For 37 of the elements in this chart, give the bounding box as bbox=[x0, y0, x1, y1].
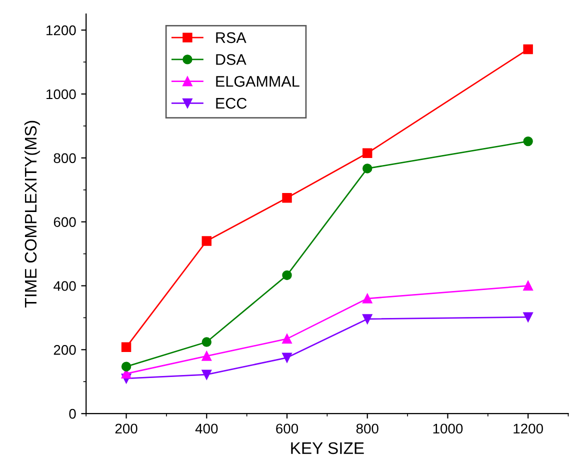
point bbox=[282, 270, 292, 280]
point bbox=[282, 193, 292, 203]
y-tick-label: 800 bbox=[54, 153, 76, 164]
point bbox=[121, 342, 132, 352]
legend-label: ELGAMMAL bbox=[216, 76, 300, 87]
point bbox=[282, 334, 292, 344]
x-tick-label: 1200 bbox=[514, 424, 543, 434]
point bbox=[523, 280, 533, 291]
x-tick-label: 1000 bbox=[433, 424, 463, 434]
point bbox=[202, 351, 212, 361]
x-tick-label: 600 bbox=[276, 424, 298, 434]
y-tick-label: 1000 bbox=[46, 89, 76, 100]
x-tick-label: 400 bbox=[195, 424, 218, 434]
y-tick-label: 600 bbox=[54, 217, 76, 228]
point bbox=[121, 362, 132, 372]
x-axis-title: KEY SIZE bbox=[291, 442, 364, 454]
y-tick-label: 400 bbox=[54, 281, 76, 291]
y-tick-label: 200 bbox=[54, 345, 76, 355]
point bbox=[282, 352, 292, 363]
point bbox=[202, 236, 212, 246]
y-axis-title: TIME COMPLEXITY(MS) bbox=[24, 120, 40, 308]
y-tick-label: 1200 bbox=[46, 25, 76, 36]
x-tick-label: 200 bbox=[115, 424, 138, 434]
point bbox=[523, 136, 533, 146]
y-tick-label: 0 bbox=[69, 408, 76, 419]
point bbox=[362, 148, 372, 158]
point bbox=[202, 337, 212, 347]
point bbox=[362, 294, 372, 304]
legend-label: DSA bbox=[216, 54, 246, 65]
point bbox=[362, 314, 372, 324]
point bbox=[202, 370, 212, 380]
point bbox=[523, 44, 533, 54]
legend-label: ECC bbox=[216, 98, 247, 109]
point bbox=[362, 164, 372, 174]
legend-label: RSA bbox=[216, 32, 246, 44]
point bbox=[523, 312, 533, 322]
x-tick-label: 800 bbox=[356, 424, 378, 434]
